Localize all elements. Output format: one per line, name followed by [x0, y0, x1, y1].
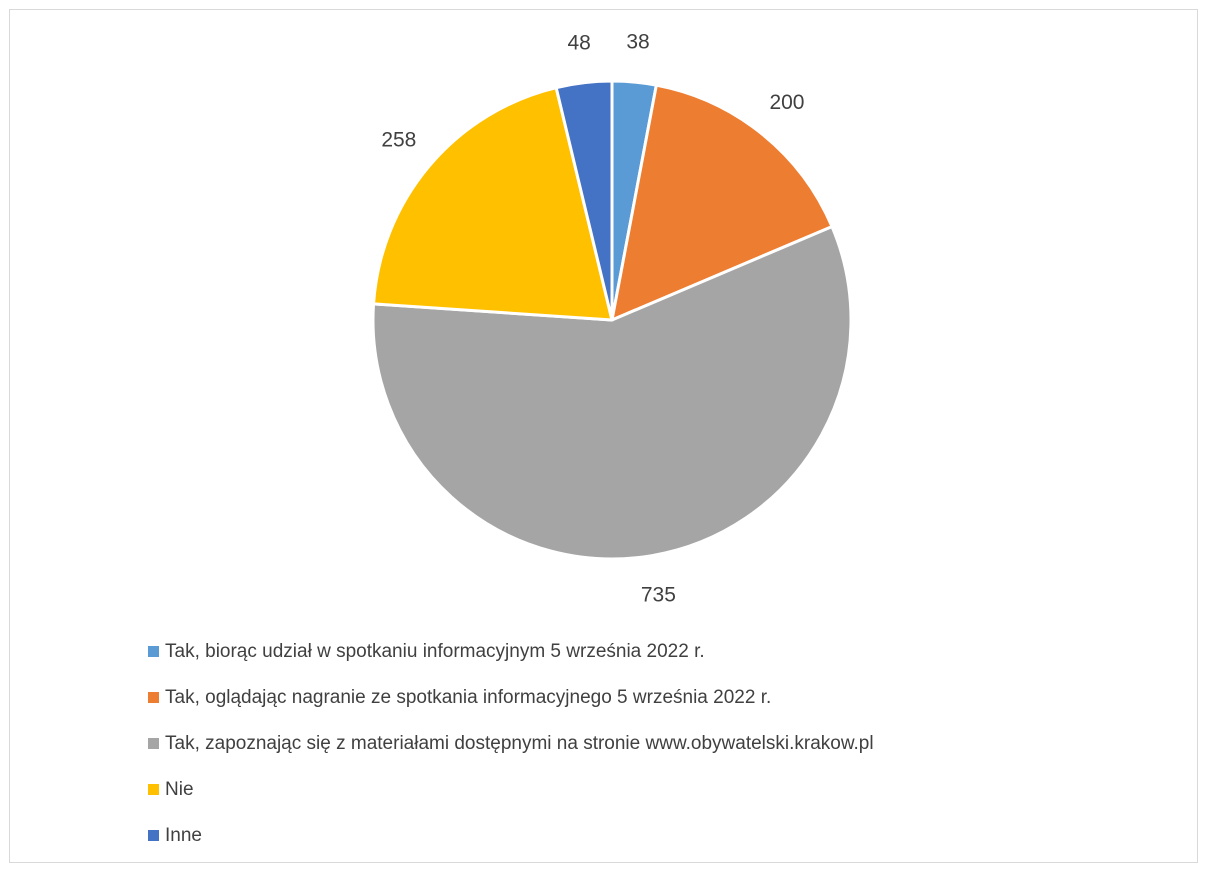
pie-chart: 38 200 735 258 48	[371, 31, 853, 607]
legend-swatch	[148, 830, 159, 841]
legend: Tak, biorąc udział w spotkaniu informacy…	[148, 638, 874, 868]
data-label: 38	[626, 31, 649, 54]
pie-slice	[371, 225, 853, 561]
legend-swatch	[148, 738, 159, 749]
data-label: 48	[568, 31, 591, 54]
data-labels: 38 200 735 258 48	[381, 31, 804, 607]
pie-slices	[371, 79, 853, 561]
legend-swatch	[148, 646, 159, 657]
legend-swatch	[148, 692, 159, 703]
legend-swatch	[148, 784, 159, 795]
pie-slice	[610, 83, 834, 322]
legend-label: Tak, biorąc udział w spotkaniu informacy…	[165, 640, 705, 662]
legend-item: Nie	[148, 776, 874, 803]
data-label: 200	[769, 91, 804, 114]
legend-item: Tak, biorąc udział w spotkaniu informacy…	[148, 638, 874, 665]
legend-item: Inne	[148, 822, 874, 849]
data-label: 735	[641, 584, 676, 607]
legend-item: Tak, oglądając nagranie ze spotkania inf…	[148, 684, 874, 711]
legend-item: Tak, zapoznając się z materiałami dostęp…	[148, 730, 874, 757]
legend-label: Tak, zapoznając się z materiałami dostęp…	[165, 732, 874, 754]
pie-slice	[372, 86, 614, 322]
pie-slice	[554, 79, 614, 322]
legend-label: Inne	[165, 824, 202, 846]
legend-label: Nie	[165, 778, 194, 800]
data-label: 258	[381, 128, 416, 151]
legend-label: Tak, oglądając nagranie ze spotkania inf…	[165, 686, 772, 708]
chart-area: 38 200 735 258 48 Tak, biorąc udział w spotk…	[9, 9, 1198, 863]
